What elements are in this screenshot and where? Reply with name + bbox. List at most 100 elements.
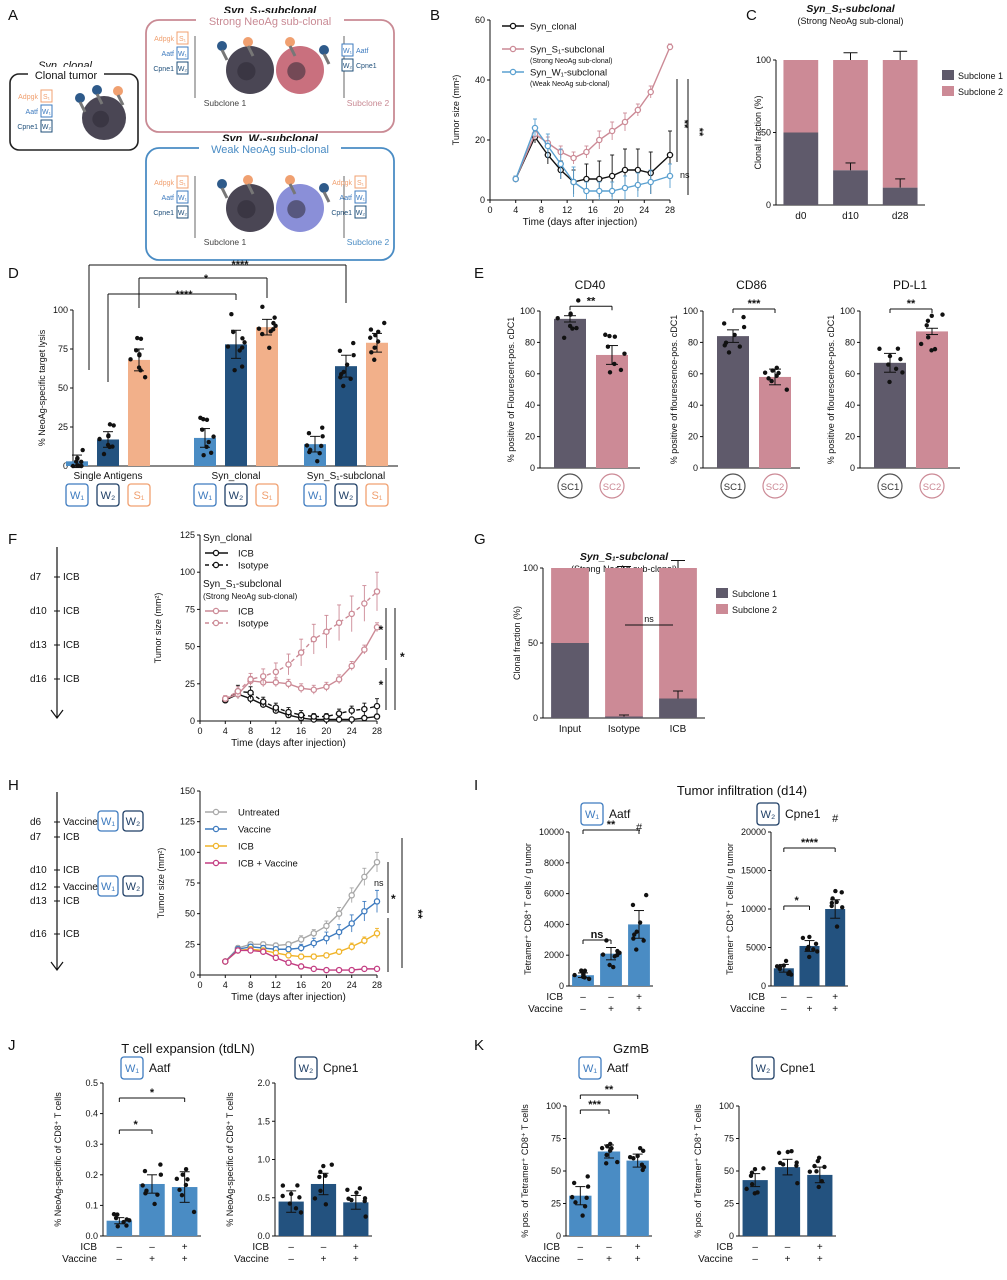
bar xyxy=(366,342,388,466)
data-dot xyxy=(761,1166,766,1171)
y-tick-label: 25 xyxy=(58,422,68,432)
timeline-day: d10 xyxy=(30,865,47,876)
category-label: SC2 xyxy=(603,482,621,493)
data-dot xyxy=(375,339,381,344)
significance-label: * xyxy=(134,1119,139,1131)
antigen-box-label: W₂ xyxy=(178,210,188,217)
data-dot xyxy=(357,1186,363,1191)
y-tick-label: 100 xyxy=(719,1101,734,1111)
data-dot xyxy=(822,1164,827,1170)
gene-label: Adpgk xyxy=(154,36,174,43)
antigen-box xyxy=(756,802,780,826)
y-axis-label: % positive of flourescence-pos. cDC1 xyxy=(669,315,679,465)
y-tick-label: 0.4 xyxy=(85,1109,98,1119)
data-point xyxy=(323,952,330,959)
data-dot xyxy=(137,353,142,358)
y-tick-label: 20 xyxy=(845,432,855,442)
data-dot xyxy=(155,1192,160,1197)
data-point xyxy=(272,954,280,962)
data-dot xyxy=(887,379,892,385)
x-tick-label: 16 xyxy=(588,205,598,215)
data-dot xyxy=(133,348,139,353)
condition-value: – xyxy=(288,1254,294,1265)
group-label: Syn_clonal xyxy=(212,471,261,482)
data-dot xyxy=(348,376,353,382)
timeline-arrowhead xyxy=(50,709,64,719)
data-dot xyxy=(634,947,639,952)
data-dot xyxy=(179,1192,185,1198)
data-dot xyxy=(726,350,732,355)
y-axis-label: % NeoAg-specific of CD8⁺ T cells xyxy=(53,1092,63,1227)
data-dot xyxy=(372,357,377,362)
y-tick-label: 80 xyxy=(688,337,698,347)
hash-label: # xyxy=(636,822,643,834)
data-point xyxy=(634,166,642,174)
data-dot xyxy=(582,975,587,980)
x-tick-label: 24 xyxy=(347,980,357,990)
mhc-stalk xyxy=(116,94,125,106)
data-dot xyxy=(312,1196,318,1201)
mhc-stalk xyxy=(288,45,297,57)
bar xyxy=(600,953,622,986)
timeline-day: d7 xyxy=(30,832,42,843)
significance-label: ** xyxy=(693,128,705,137)
data-dot xyxy=(586,976,592,982)
y-tick-label: 0.1 xyxy=(85,1200,98,1210)
data-point xyxy=(335,948,343,955)
y-axis-label: Clonal fraction (%) xyxy=(512,606,522,680)
antigen-box-label: S₁ xyxy=(371,490,382,502)
data-point xyxy=(512,175,519,183)
panel-letter: A xyxy=(8,7,18,24)
panel-letter: E xyxy=(474,265,484,282)
group-label: Single Antigens xyxy=(74,471,143,482)
tcr-icon xyxy=(285,37,295,47)
y-tick-label: 50 xyxy=(528,638,538,648)
x-tick-label: 0 xyxy=(487,205,492,215)
group-label: Syn_S₁-subclonal xyxy=(307,471,385,482)
bar xyxy=(335,366,357,466)
x-tick-label: 12 xyxy=(271,726,281,736)
data-dot xyxy=(267,345,272,350)
panel-g-chart: 0 50 100 Clonal fraction (%) Syn_S₁-subclona… xyxy=(512,551,777,735)
data-dot xyxy=(138,368,143,373)
data-dot xyxy=(570,326,575,331)
data-dot xyxy=(815,949,820,954)
data-dot xyxy=(229,312,234,317)
condition-value: + xyxy=(807,1004,813,1015)
data-dot xyxy=(256,326,262,331)
tcr-icon xyxy=(319,45,329,55)
data-dot xyxy=(898,356,903,362)
data-dot xyxy=(574,325,579,331)
legend-label: Vaccine xyxy=(238,825,271,836)
data-dot xyxy=(362,1196,368,1201)
data-dot xyxy=(887,353,893,359)
y-tick-label: 150 xyxy=(180,786,195,796)
y-tick-label: 0.5 xyxy=(257,1193,270,1203)
mhc-stalk xyxy=(322,191,331,203)
data-point xyxy=(583,175,590,183)
data-point xyxy=(310,953,318,960)
data-dot xyxy=(260,304,265,310)
y-axis-label: % NeoAg-specific of CD8⁺ T cells xyxy=(225,1092,235,1227)
legend-note: (Strong NeoAg sub-clonal) xyxy=(530,58,613,65)
data-dot xyxy=(599,1145,605,1151)
legend-marker xyxy=(509,22,517,30)
data-point xyxy=(310,965,318,973)
data-point xyxy=(272,668,280,676)
gene-label: Cpne1 xyxy=(331,210,352,217)
data-dot xyxy=(932,346,938,352)
antigen-box xyxy=(176,31,189,45)
antigen-box xyxy=(580,802,604,826)
antigen-box xyxy=(354,205,367,219)
data-dot xyxy=(830,896,835,901)
data-point xyxy=(531,124,539,132)
data-dot xyxy=(614,952,620,958)
subplot-title: CD86 xyxy=(736,278,767,292)
y-tick-label: 75 xyxy=(551,1134,561,1144)
y-tick-label: 1.0 xyxy=(257,1155,270,1165)
y-tick-label: 10000 xyxy=(741,904,766,914)
bar xyxy=(572,975,594,986)
legend-note: (Weak NeoAg sub-clonal) xyxy=(530,81,610,88)
antigen-box-label: W₂ xyxy=(229,490,244,502)
data-dot xyxy=(106,434,111,439)
